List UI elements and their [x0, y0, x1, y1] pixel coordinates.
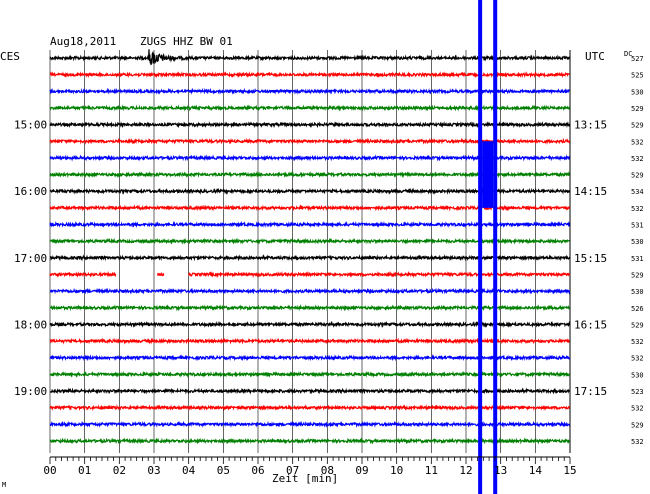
dc-offset-label: 526 — [631, 305, 644, 313]
band-fill — [482, 141, 494, 208]
dc-offset-label: 532 — [631, 155, 644, 163]
x-tick-label: 05 — [217, 464, 230, 477]
trace-group — [49, 49, 571, 445]
station-label: ZUGS HHZ BW 01 — [140, 35, 233, 48]
time-grid — [49, 50, 571, 453]
dc-offset-label: 529 — [631, 105, 644, 113]
left-time-label: 16:00 — [14, 185, 47, 198]
dc-offset-labels: 527 525 530 529 529 532 532 529 534 532 531 530 531 5… — [631, 55, 644, 446]
band-line-left — [478, 0, 483, 494]
dc-offset-label: 531 — [631, 255, 644, 263]
x-tick-label: 04 — [182, 464, 196, 477]
dc-offset-label: 532 — [631, 405, 644, 413]
x-tick-label: 15 — [563, 464, 576, 477]
trace-row — [49, 71, 570, 79]
dc-offset-label: 529 — [631, 172, 644, 180]
dc-offset-label: 531 — [631, 222, 644, 230]
left-timezone-label: CES — [0, 50, 20, 63]
trace-row — [49, 437, 571, 445]
dc-offset-label: 525 — [631, 72, 644, 80]
dc-header-label: DC — [624, 50, 632, 58]
right-time-label: 16:15 — [574, 318, 607, 331]
dc-offset-label: 530 — [631, 88, 644, 96]
trace-row — [49, 287, 571, 295]
dc-offset-label: 530 — [631, 238, 644, 246]
left-time-label: 17:00 — [14, 252, 47, 265]
dc-offset-label: 529 — [631, 122, 644, 130]
x-tick-label: 13 — [494, 464, 507, 477]
x-tick-label: 12 — [459, 464, 472, 477]
dc-offset-label: 532 — [631, 355, 644, 363]
trace-row — [50, 387, 570, 395]
trace-row — [49, 354, 571, 362]
x-axis-label: Zeit [min] — [272, 472, 338, 485]
x-tick-label: 08 — [321, 464, 334, 477]
dc-offset-label: 523 — [631, 388, 644, 396]
x-tick-label: 11 — [425, 464, 438, 477]
trace-row — [49, 404, 571, 412]
left-time-label: 18:00 — [14, 318, 47, 331]
trace-row — [49, 304, 571, 312]
x-tick-label: 14 — [529, 464, 543, 477]
right-time-label: 15:15 — [574, 252, 607, 265]
trace-row — [188, 270, 571, 279]
saturation-band — [478, 0, 498, 494]
trace-row — [49, 121, 571, 129]
trace-row — [49, 137, 571, 145]
dc-offset-label: 532 — [631, 338, 644, 346]
band-line-right — [493, 0, 498, 494]
trace-row — [49, 237, 570, 245]
x-axis: 00 01 02 03 04 05 06 07 08 09 10 11 12 13 14 15 — [43, 456, 577, 477]
footer-mark: M — [2, 481, 6, 489]
dc-offset-label: 529 — [631, 421, 644, 429]
x-tick-label: 10 — [390, 464, 403, 477]
dc-offset-label: 532 — [631, 438, 644, 446]
left-time-label: 19:00 — [14, 385, 47, 398]
right-time-label: 14:15 — [574, 185, 607, 198]
trace-row — [49, 270, 117, 278]
right-time-label: 13:15 — [574, 119, 607, 132]
trace-row — [49, 320, 571, 328]
dc-offset-label: 527 — [631, 55, 644, 63]
date-label: Aug18,2011 — [50, 35, 116, 48]
trace-row — [49, 87, 570, 95]
trace-row — [156, 272, 165, 277]
x-tick-label: 07 — [286, 464, 299, 477]
dc-offset-label: 529 — [631, 321, 644, 329]
trace-row — [49, 220, 571, 229]
left-time-labels: 15:00 16:00 17:00 18:00 19:00 — [14, 119, 47, 398]
dc-offset-label: 530 — [631, 371, 644, 379]
x-tick-label: 02 — [113, 464, 126, 477]
trace-row — [49, 337, 570, 345]
trace-row — [49, 420, 571, 428]
right-time-labels: 13:15 14:15 15:15 16:15 17:15 — [574, 119, 607, 398]
right-timezone-label: UTC — [585, 50, 605, 63]
x-tick-label: 09 — [355, 464, 368, 477]
dc-offset-label: 529 — [631, 271, 644, 279]
trace-row — [49, 49, 571, 66]
left-time-label: 15:00 — [14, 119, 47, 132]
dc-offset-label: 532 — [631, 205, 644, 213]
dc-offset-label: 534 — [631, 188, 644, 196]
trace-row — [49, 104, 571, 112]
x-tick-label: 00 — [43, 464, 56, 477]
dc-offset-label: 532 — [631, 138, 644, 146]
dc-offset-label: 530 — [631, 288, 644, 296]
x-tick-label: 06 — [251, 464, 264, 477]
trace-row — [49, 370, 571, 378]
trace-row — [49, 254, 571, 262]
x-tick-label: 03 — [147, 464, 160, 477]
x-tick-label: 01 — [78, 464, 91, 477]
right-time-label: 17:15 — [574, 385, 607, 398]
